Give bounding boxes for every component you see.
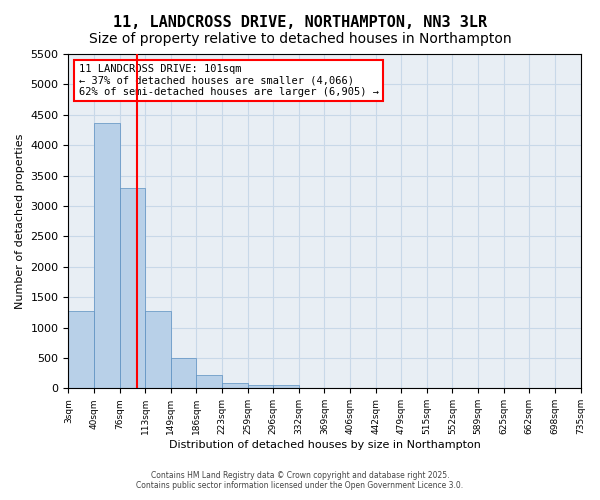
X-axis label: Distribution of detached houses by size in Northampton: Distribution of detached houses by size … xyxy=(169,440,481,450)
Bar xyxy=(119,188,145,388)
Bar xyxy=(248,384,273,388)
Bar xyxy=(273,386,299,388)
Text: Size of property relative to detached houses in Northampton: Size of property relative to detached ho… xyxy=(89,32,511,46)
Text: 11, LANDCROSS DRIVE, NORTHAMPTON, NN3 3LR: 11, LANDCROSS DRIVE, NORTHAMPTON, NN3 3L… xyxy=(113,15,487,30)
Bar xyxy=(222,383,248,388)
Bar xyxy=(68,311,94,388)
Text: 11 LANDCROSS DRIVE: 101sqm
← 37% of detached houses are smaller (4,066)
62% of s: 11 LANDCROSS DRIVE: 101sqm ← 37% of deta… xyxy=(79,64,379,97)
Bar xyxy=(196,376,222,388)
Bar xyxy=(145,310,171,388)
Y-axis label: Number of detached properties: Number of detached properties xyxy=(15,134,25,309)
Text: Contains HM Land Registry data © Crown copyright and database right 2025.
Contai: Contains HM Land Registry data © Crown c… xyxy=(136,470,464,490)
Bar xyxy=(94,122,119,388)
Bar xyxy=(171,358,196,388)
